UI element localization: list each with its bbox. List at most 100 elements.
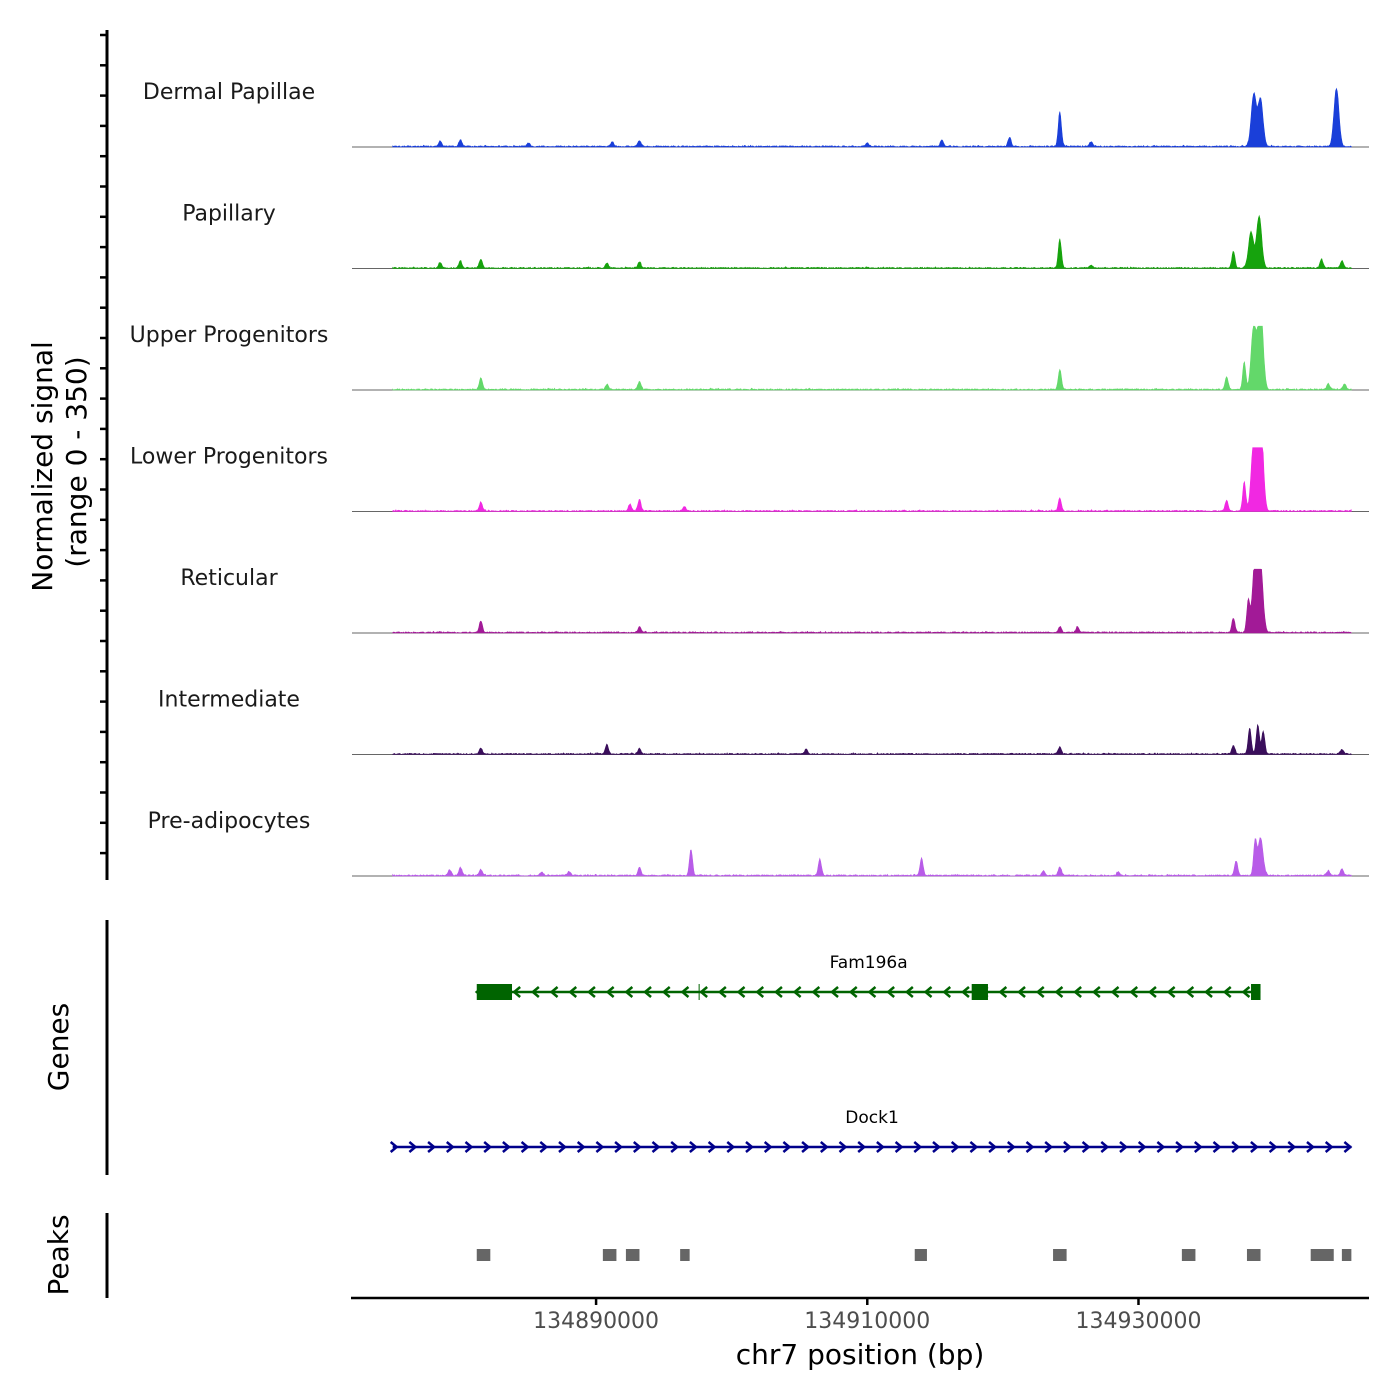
x-tick-label: 134930000 [1075, 1309, 1201, 1334]
strand-chevron [1324, 1141, 1334, 1153]
strand-chevron [512, 986, 521, 998]
strand-chevron [745, 1141, 754, 1153]
strand-chevron [894, 1141, 904, 1153]
strand-chevron [680, 986, 690, 998]
track-dermal-papillae: Dermal Papillae [143, 80, 1369, 148]
x-axis-title: chr7 position (bp) [736, 1338, 985, 1371]
strand-chevron [801, 1141, 811, 1153]
x-tick-label: 134910000 [804, 1309, 930, 1334]
track-label: Lower Progenitors [130, 445, 328, 470]
gene-exon [971, 984, 988, 1000]
peak-region [680, 1249, 690, 1261]
strand-chevron [848, 986, 858, 998]
strand-chevron [595, 1141, 605, 1153]
strand-chevron [1119, 1141, 1128, 1153]
strand-chevron [1147, 986, 1157, 998]
track-signal-area [392, 87, 1352, 148]
coverage-tracks: Dermal Papillae Papillary Upper Progenitor… [130, 80, 1369, 877]
track-reticular: Reticular [180, 566, 1369, 634]
strand-chevron [782, 1141, 792, 1153]
strand-chevron [1306, 1141, 1315, 1153]
strand-chevron [1044, 1141, 1054, 1153]
strand-chevron [1054, 986, 1064, 998]
strand-chevron [1035, 986, 1045, 998]
track-signal-area [392, 325, 1352, 391]
strand-chevron [932, 1141, 941, 1153]
strand-chevron [549, 986, 559, 998]
strand-chevron [520, 1141, 530, 1153]
strand-chevron [1268, 1141, 1278, 1153]
track-label: Papillary [182, 202, 276, 227]
strand-chevron [960, 986, 970, 998]
strand-chevron [904, 986, 914, 998]
strand-chevron [502, 1141, 511, 1153]
strand-chevron [558, 1141, 567, 1153]
genes-panel: Fam196a Dock1 [389, 953, 1353, 1153]
strand-chevron [838, 1141, 848, 1153]
strand-chevron [811, 986, 821, 998]
track-intermediate: Intermediate [158, 688, 1369, 755]
strand-chevron [427, 1141, 437, 1153]
strand-chevron [1250, 1141, 1259, 1153]
peaks-panel [476, 1249, 1352, 1261]
strand-chevron [1166, 986, 1176, 998]
peak-region [1310, 1249, 1334, 1261]
strand-chevron [445, 1141, 455, 1153]
peak-region [1246, 1249, 1261, 1261]
x-tick-label: 134890000 [533, 1309, 659, 1334]
peak-region [914, 1249, 927, 1261]
strand-chevron [624, 986, 634, 998]
strand-chevron [1100, 1141, 1110, 1153]
strand-chevron [830, 986, 839, 998]
strand-chevron [1129, 986, 1139, 998]
track-signal-area [392, 214, 1352, 269]
x-axis-ticks: 134890000 134910000 134930000 [533, 1298, 1201, 1334]
track-pre-adipocytes: Pre-adipocytes [148, 809, 1369, 877]
gene-fam196a: Fam196a [474, 953, 1261, 1000]
strand-chevron [1110, 986, 1120, 998]
strand-chevron [408, 1141, 418, 1153]
coverage-y-axis-title: Normalized signal (range 0 - 350) [26, 332, 93, 591]
strand-chevron [1287, 1141, 1297, 1153]
strand-chevron [717, 986, 727, 998]
track-label: Reticular [180, 566, 278, 591]
strand-chevron [1073, 986, 1082, 998]
strand-chevron [1204, 986, 1213, 998]
track-upper-progenitors: Upper Progenitors [130, 323, 1369, 391]
strand-chevron [1343, 1141, 1353, 1153]
strand-chevron [726, 1141, 736, 1153]
track-label: Upper Progenitors [130, 323, 329, 348]
strand-chevron [755, 986, 765, 998]
track-signal-area [392, 837, 1352, 877]
strand-chevron [699, 986, 708, 998]
strand-chevron [1175, 1141, 1185, 1153]
strand-chevron [1222, 986, 1232, 998]
track-signal-area [392, 723, 1352, 755]
strand-chevron [1212, 1141, 1222, 1153]
coverage-y-axis [100, 30, 109, 880]
track-label: Dermal Papillae [143, 80, 315, 105]
gene-dock1: Dock1 [389, 1108, 1353, 1153]
strand-chevron [1193, 1141, 1203, 1153]
strand-chevron [942, 986, 952, 998]
strand-chevron [969, 1141, 979, 1153]
gene-name: Dock1 [845, 1108, 899, 1128]
strand-chevron [950, 1141, 960, 1153]
strand-chevron [1006, 1141, 1016, 1153]
gene-exon [476, 984, 513, 1000]
strand-chevron [661, 986, 671, 998]
strand-chevron [586, 986, 596, 998]
peak-region [1181, 1249, 1196, 1261]
strand-chevron [1137, 1141, 1147, 1153]
strand-chevron [605, 986, 615, 998]
strand-chevron [923, 986, 933, 998]
strand-chevron [1081, 1141, 1091, 1153]
strand-chevron [568, 986, 578, 998]
strand-chevron [576, 1141, 586, 1153]
strand-chevron [632, 1141, 642, 1153]
strand-chevron [998, 986, 1008, 998]
gene-exon [1251, 984, 1261, 1000]
track-signal-area [392, 568, 1353, 634]
strand-chevron [857, 1141, 867, 1153]
gene-name: Fam196a [830, 953, 908, 973]
